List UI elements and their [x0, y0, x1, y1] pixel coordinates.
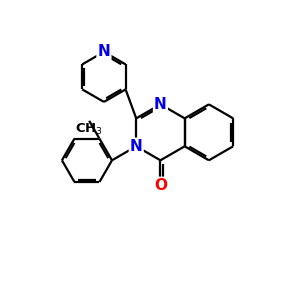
Text: N: N	[154, 97, 167, 112]
Text: CH$_3$: CH$_3$	[75, 122, 103, 137]
Text: N: N	[130, 139, 142, 154]
Text: O: O	[154, 178, 167, 193]
Text: N: N	[98, 44, 110, 59]
